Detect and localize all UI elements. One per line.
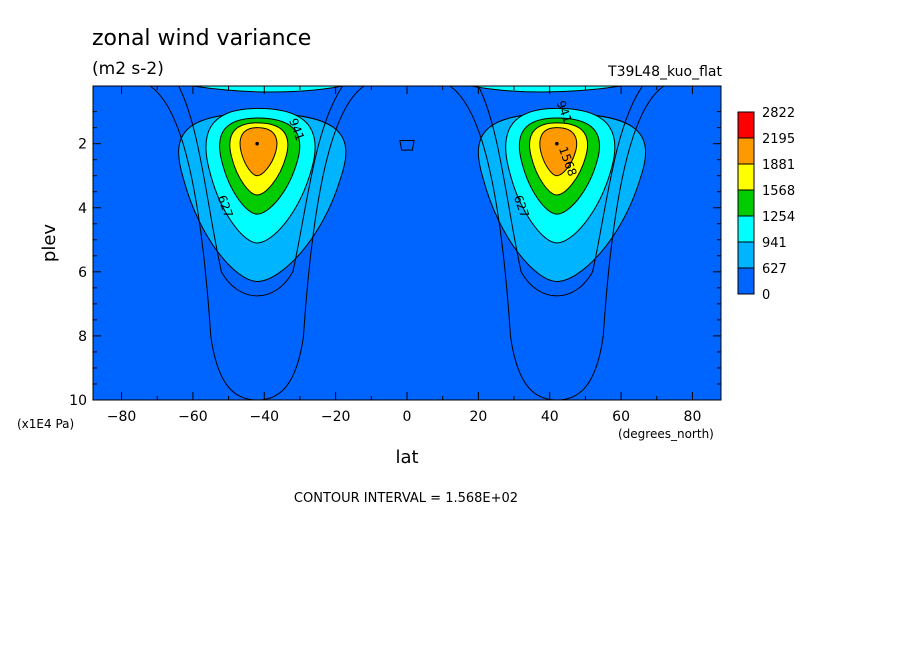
legend-label: 2195 (762, 132, 795, 147)
legend-swatch (737, 267, 755, 295)
y-tick-label: 10 (69, 393, 87, 409)
contour-interval-note: CONTOUR INTERVAL = 1.568E+02 (294, 491, 518, 506)
x-tick-label: 80 (684, 409, 702, 425)
equatorial-contour (399, 139, 415, 151)
x-tick-label: −40 (249, 409, 279, 425)
y-tick-label: 6 (78, 265, 87, 281)
legend-swatch (737, 163, 755, 191)
contour-line-mid-south (178, 86, 344, 297)
legend-swatch (737, 215, 755, 243)
color-legend: 2822 2195 1881 1568 1254 941 627 0 (737, 106, 795, 303)
legend-label: 1568 (762, 184, 795, 199)
chart-units: (m2 s-2) (92, 59, 164, 79)
maximum-marker-north (555, 141, 559, 146)
x-tick-label: 0 (403, 409, 412, 425)
y-tick-label: 8 (78, 329, 87, 345)
x-tick-label: −80 (107, 409, 137, 425)
legend-label: 941 (762, 236, 787, 251)
x-tick-label: −20 (321, 409, 351, 425)
x-tick-label: 60 (612, 409, 630, 425)
legend-swatch (737, 241, 755, 269)
x-tick-label: 20 (469, 409, 487, 425)
legend-label: 1881 (762, 158, 795, 173)
legend-swatch (737, 137, 755, 165)
x-axis-label: lat (395, 447, 418, 468)
legend-label: 627 (762, 262, 787, 277)
legend-swatch (737, 189, 755, 217)
chart-title: zonal wind variance (92, 26, 311, 51)
x-units-label: (degrees_north) (618, 427, 714, 441)
contour-line-outer-south (149, 86, 365, 400)
x-tick-label: −60 (178, 409, 208, 425)
legend-swatch (737, 111, 755, 139)
run-label: T39L48_kuo_flat (607, 64, 722, 80)
x-tick-label: 40 (541, 409, 559, 425)
legend-label: 0 (762, 288, 770, 303)
y-tick-label: 2 (78, 137, 87, 153)
y-tick-label: 4 (78, 201, 87, 217)
y-units-label: (x1E4 Pa) (17, 417, 74, 431)
contour-line-outer-north (449, 86, 665, 400)
contour-line-mid-north (477, 86, 643, 297)
legend-label: 1254 (762, 210, 795, 225)
legend-label: 2822 (762, 106, 795, 121)
maximum-marker-south (255, 141, 259, 146)
contour-band-north-5 (539, 127, 578, 177)
contour-band-south-5 (239, 127, 278, 177)
y-axis-label: plev (39, 224, 60, 263)
